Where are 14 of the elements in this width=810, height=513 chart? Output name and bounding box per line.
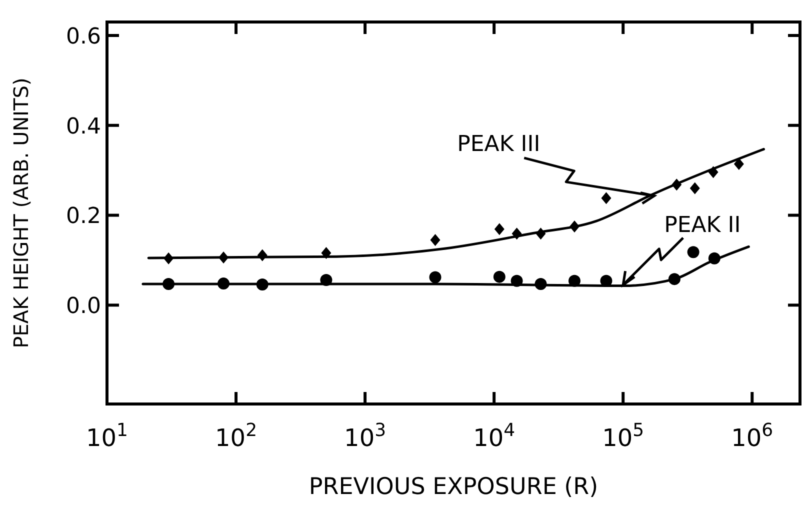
annotation: PEAK III [457,132,540,157]
x-tick-label: 10$^{4}$ [473,420,516,452]
y-axis-title: PEAK HEIGHT (ARB. UNITS) [9,78,33,348]
y-tick-label: 0.0 [66,294,101,320]
y-tick-label: 0.2 [66,204,101,230]
x-tick-label: 10$^{6}$ [731,420,774,452]
x-tick-label: 10$^{2}$ [215,420,258,452]
y-tick-label: 0.4 [66,114,101,140]
y-tick-label: 0.6 [66,24,101,50]
annotation: PEAK II [664,212,741,238]
x-tick-label: 10$^{1}$ [86,420,128,452]
x-tick-label: 10$^{3}$ [344,420,386,452]
x-tick-label: 10$^{5}$ [602,420,644,452]
x-axis-title: PREVIOUS EXPOSURE (R) [308,474,598,500]
